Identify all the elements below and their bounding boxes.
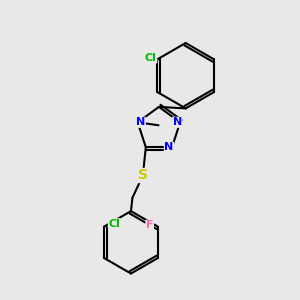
Text: Cl: Cl <box>108 219 120 229</box>
Text: S: S <box>138 169 148 182</box>
Text: F: F <box>146 220 153 230</box>
Text: Cl: Cl <box>145 53 157 63</box>
Text: N: N <box>136 117 145 127</box>
Text: N: N <box>164 142 174 152</box>
Text: N: N <box>172 117 182 127</box>
